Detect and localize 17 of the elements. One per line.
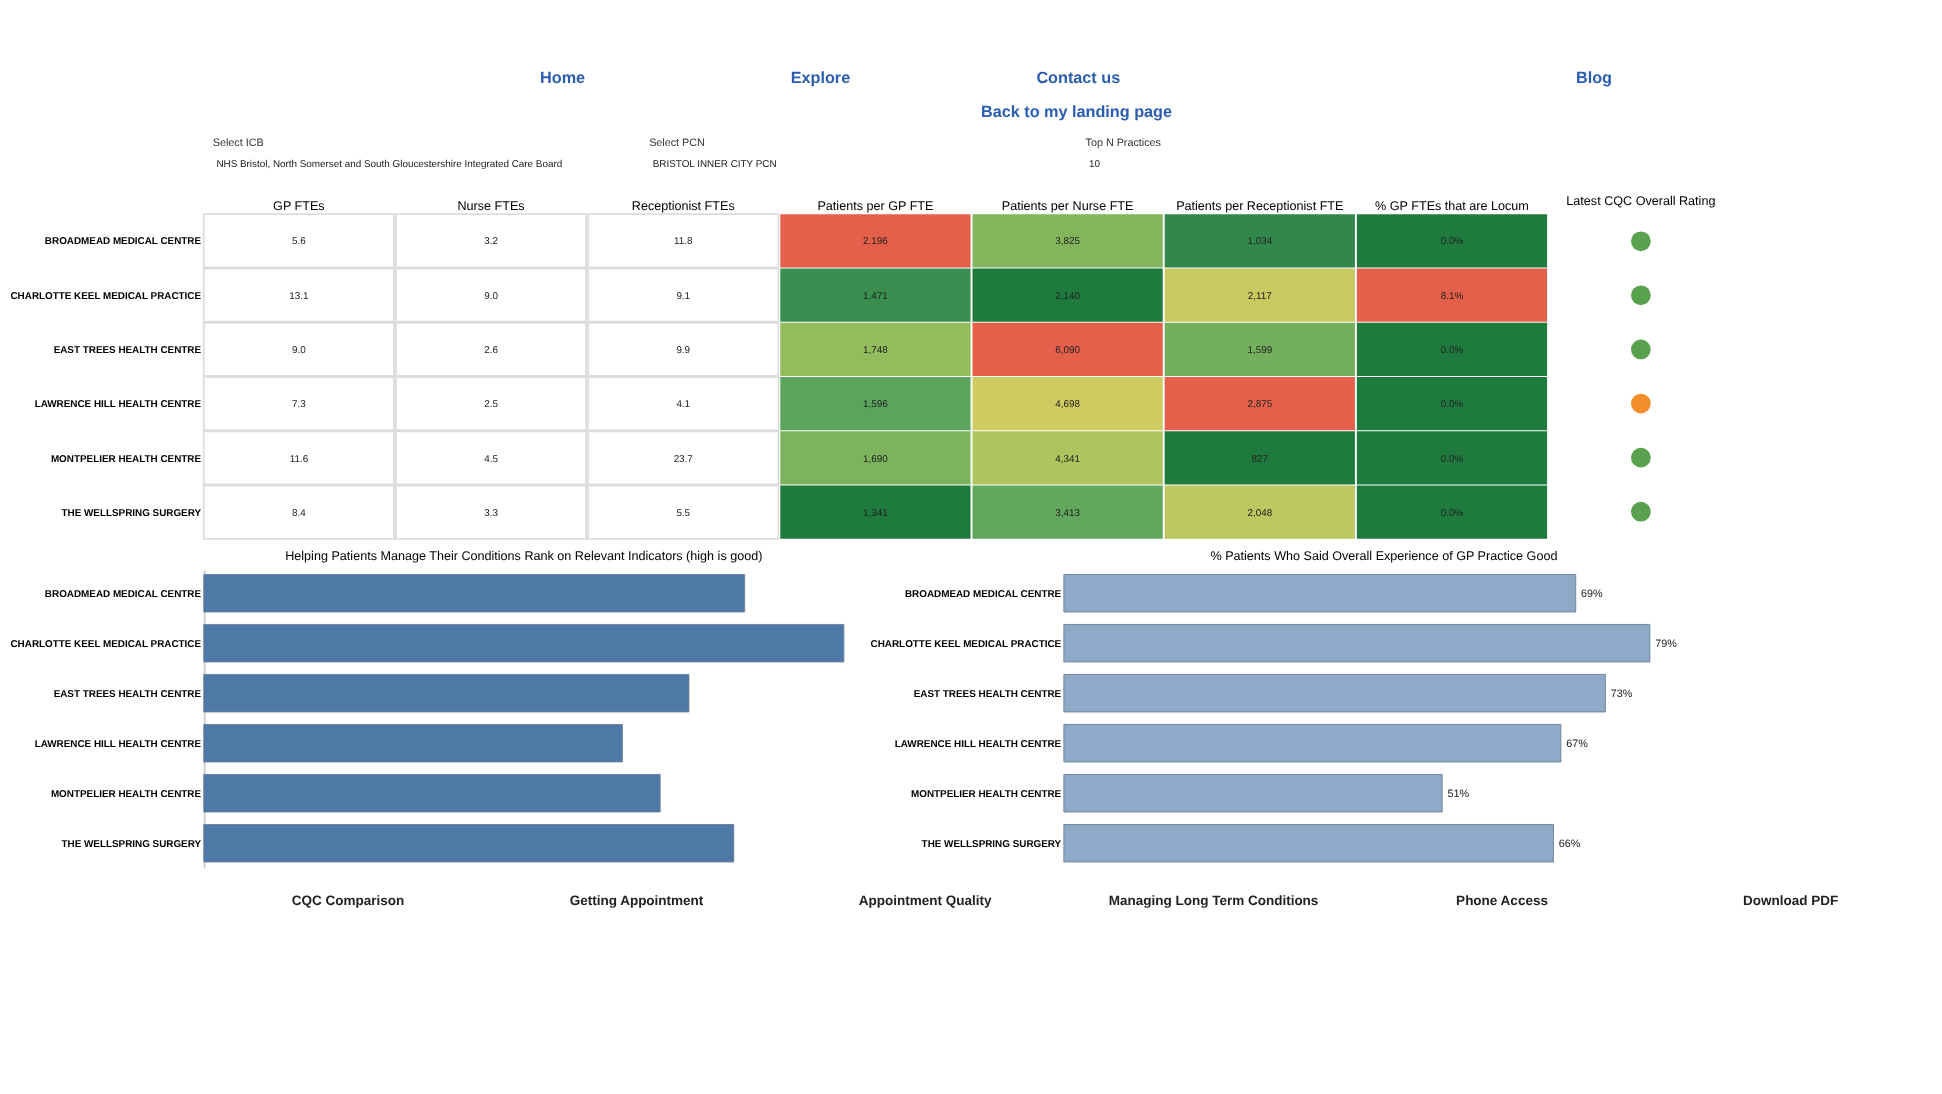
- bar: [1063, 623, 1651, 663]
- bar: [203, 774, 661, 813]
- text: Home: [540, 68, 587, 87]
- text: Explore: [790, 68, 852, 87]
- bar: [203, 673, 690, 713]
- bar: [203, 573, 746, 613]
- bar: [1063, 774, 1443, 813]
- text: Back to my landing page: [980, 102, 1173, 121]
- bar: [203, 724, 623, 763]
- bar: [203, 824, 735, 863]
- bar: [1063, 673, 1606, 713]
- text: Contact us: [1036, 68, 1122, 87]
- bar: [1063, 573, 1577, 613]
- text: Blog: [1575, 68, 1613, 87]
- bar: [1063, 824, 1554, 863]
- bar: [1063, 724, 1562, 763]
- bar: [203, 623, 845, 663]
